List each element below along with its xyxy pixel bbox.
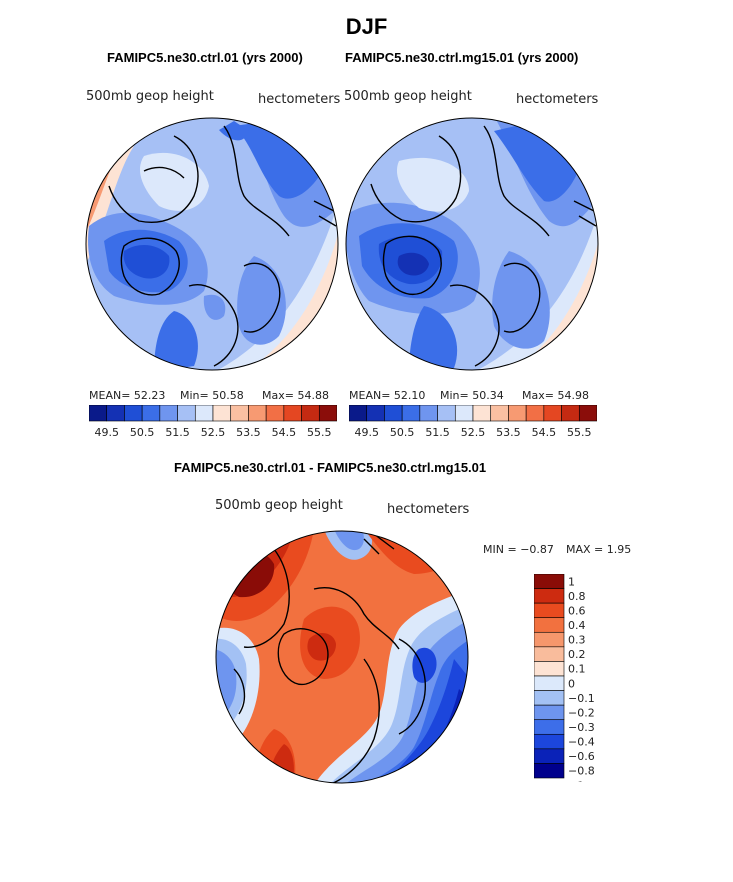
map-ctrl (85, 117, 339, 371)
colorbar-cell (366, 405, 385, 422)
colorbar-level-label: 0.1 (568, 663, 586, 676)
colorbar-cell (384, 405, 403, 422)
colorbar-cell (534, 602, 565, 619)
colorbar-cell (283, 405, 302, 422)
colorbar-level-label: 0.3 (568, 634, 586, 647)
colorbar-level-label: 0.6 (568, 604, 586, 617)
colorbar-cell (534, 617, 565, 633)
colorbar-cell (543, 405, 562, 422)
colorbar-cell (177, 405, 196, 422)
diff-variable: 500mb geop height (215, 498, 343, 513)
colorbar-cell (159, 405, 178, 422)
colorbar-level-label: 1 (568, 575, 575, 588)
panel-ctrl-min: Min= 50.58 (180, 389, 244, 402)
colorbar-cell (490, 405, 509, 422)
colorbar-cell (212, 405, 232, 422)
colorbar-tick-label: 55.5 (567, 426, 592, 439)
colorbar-cell (534, 661, 565, 677)
panel-ctrl-units: hectometers (258, 92, 341, 107)
colorbar-level-label: −0.6 (568, 750, 595, 763)
colorbar-cell (534, 675, 565, 691)
colorbar-cell (534, 646, 565, 662)
map-mg15-boundary (345, 117, 599, 371)
diff-min: MIN = −0.87 (483, 543, 554, 556)
colorbar-tick-label: 50.5 (390, 426, 415, 439)
colorbar-cell (248, 405, 267, 422)
colorbar-tick-label: 51.5 (165, 426, 190, 439)
colorbar-cell (561, 405, 580, 422)
map-ctrl-boundary (85, 117, 339, 371)
panel-mg15-min: Min= 50.34 (440, 389, 504, 402)
panel-mg15-max: Max= 54.98 (522, 389, 589, 402)
colorbar-tick-label: 49.5 (94, 426, 119, 439)
diff-max: MAX = 1.95 (566, 543, 632, 556)
colorbar-mg15: 49.550.551.552.553.554.555.556.5 (349, 405, 597, 439)
colorbar-cell (141, 405, 161, 422)
colorbar-tick-label: 50.5 (130, 426, 155, 439)
colorbar-tick-label: 54.5 (272, 426, 297, 439)
colorbar-cell (194, 405, 214, 422)
colorbar-tick-label: 52.5 (201, 426, 226, 439)
colorbar-cell (534, 733, 565, 750)
colorbar-cell (437, 405, 456, 422)
colorbar-cell (508, 405, 527, 422)
colorbar-cell (534, 763, 565, 779)
colorbar-cell (534, 704, 565, 721)
panel-ctrl-variable: 500mb geop height (86, 89, 214, 104)
colorbar-level-label: −0.1 (568, 692, 595, 705)
colorbar-tick-label: 51.5 (425, 426, 450, 439)
colorbar-cell (301, 405, 320, 422)
colorbar-cell (578, 405, 597, 422)
colorbar-cell (401, 405, 421, 422)
colorbar-cell (124, 405, 143, 422)
colorbar-level-label: −0.2 (568, 706, 595, 719)
panel-mg15-mean: MEAN= 52.10 (349, 389, 426, 402)
panel-ctrl-title: FAMIPC5.ne30.ctrl.01 (yrs 2000) (107, 50, 303, 65)
panel-mg15-title: FAMIPC5.ne30.ctrl.mg15.01 (yrs 2000) (345, 50, 579, 65)
colorbar-cell (454, 405, 474, 422)
colorbar-cell (419, 405, 438, 422)
colorbar-cell (349, 405, 368, 422)
colorbar-tick-label: 53.5 (496, 426, 521, 439)
panel-mg15-variable: 500mb geop height (344, 89, 472, 104)
diff-units: hectometers (387, 502, 470, 517)
colorbar-level-label: 0.4 (568, 619, 586, 632)
colorbar-level-label: −1 (568, 779, 584, 782)
colorbar-diff: 1 0.80.6 0.4 0.30.2 0.10 −0.1−0.2 −0.3 −0.4−0.6… (534, 574, 595, 782)
colorbar-level-label: −0.8 (568, 765, 595, 778)
colorbar-cell (534, 690, 565, 706)
colorbar-cell (106, 405, 125, 422)
panel-ctrl-max: Max= 54.88 (262, 389, 329, 402)
colorbar-cell (265, 405, 285, 422)
map-mg15 (345, 117, 599, 371)
colorbar-tick-label: 55.5 (307, 426, 332, 439)
colorbar-level-label: 0.2 (568, 648, 586, 661)
diff-title: FAMIPC5.ne30.ctrl.01 - FAMIPC5.ne30.ctrl… (174, 460, 487, 475)
colorbar-cell (318, 405, 337, 422)
colorbar-level-label: 0.8 (568, 590, 586, 603)
colorbar-cell (525, 405, 545, 422)
colorbar-tick-label: 52.5 (461, 426, 486, 439)
colorbar-ctrl: 49.550.551.552.553.554.555.556.5 (89, 405, 337, 439)
colorbar-tick-label: 49.5 (354, 426, 379, 439)
map-diff-boundary (215, 530, 469, 784)
colorbar-tick-label: 53.5 (236, 426, 261, 439)
colorbar-cell (534, 748, 565, 764)
colorbar-cell (230, 405, 249, 422)
colorbar-cell (472, 405, 492, 422)
colorbar-cell (89, 405, 108, 422)
panel-mg15-units: hectometers (516, 92, 599, 107)
colorbar-level-label: −0.3 (568, 721, 595, 734)
colorbar-cell (534, 631, 565, 648)
main-title: DJF (345, 14, 388, 39)
colorbar-cell (534, 588, 565, 604)
colorbar-level-label: 0 (568, 677, 575, 690)
panel-ctrl-mean: MEAN= 52.23 (89, 389, 166, 402)
colorbar-tick-label: 54.5 (532, 426, 557, 439)
colorbar-cell (534, 719, 565, 735)
map-diff (215, 530, 469, 784)
colorbar-level-label: −0.4 (568, 736, 595, 749)
colorbar-cell (534, 574, 565, 589)
